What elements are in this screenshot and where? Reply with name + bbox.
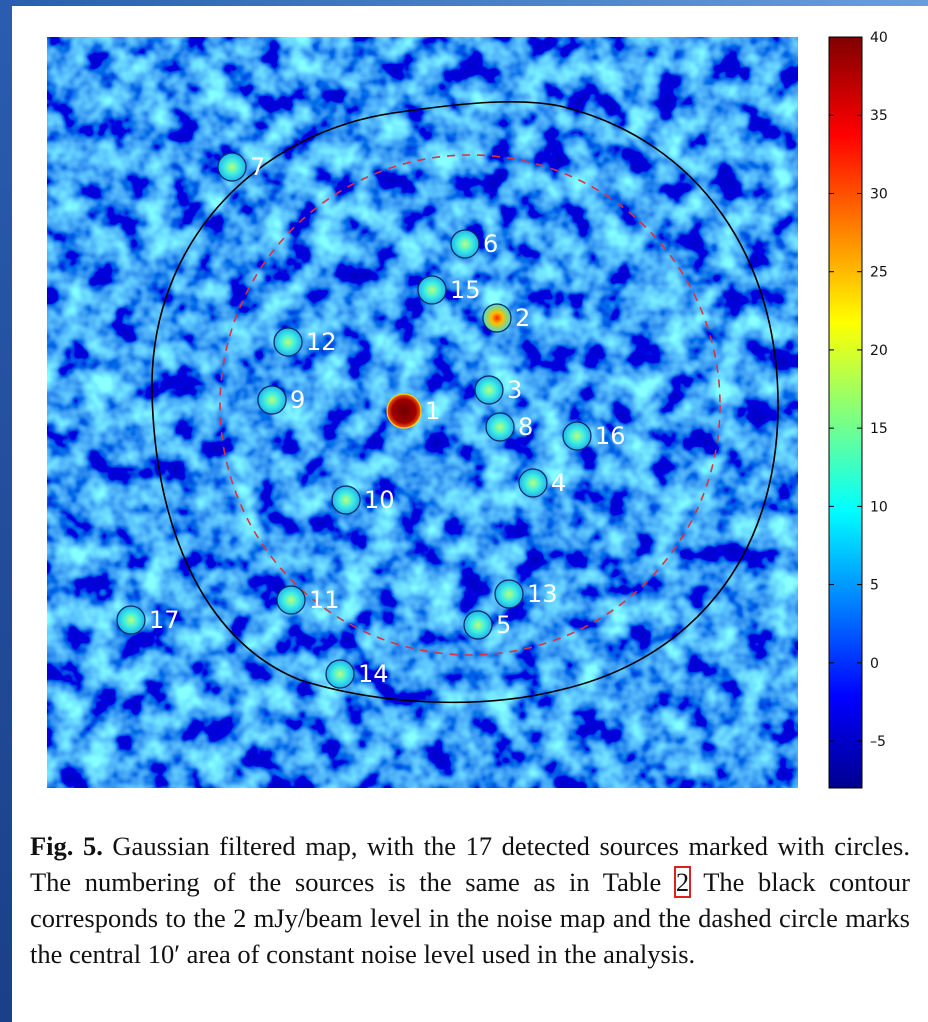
colorbar-tick-label: 30 (870, 186, 888, 202)
source-marker (274, 328, 302, 356)
source-label: 5 (496, 611, 511, 639)
colorbar-tick-label: –5 (870, 734, 886, 750)
source-marker (258, 386, 286, 414)
source-marker (495, 580, 523, 608)
source-marker (277, 586, 305, 614)
source-label: 13 (527, 580, 558, 608)
source-marker (117, 606, 145, 634)
colorbar-tick-label: 35 (870, 108, 888, 124)
source-label: 15 (450, 276, 481, 304)
source-marker (563, 422, 591, 450)
source-label: 16 (595, 422, 626, 450)
colorbar-tick-label: 25 (870, 265, 888, 281)
colorbar-tick-label: 5 (870, 578, 879, 594)
source-label: 17 (149, 606, 180, 634)
caption-label: Fig. 5. (30, 831, 103, 861)
colorbar (829, 37, 862, 788)
source-marker (519, 469, 547, 497)
caption: Fig. 5. Gaussian filtered map, with the … (30, 828, 910, 972)
map-noise (47, 37, 798, 788)
source-marker (486, 413, 514, 441)
source-label: 11 (309, 586, 340, 614)
source-label: 6 (483, 230, 498, 258)
source-label: 8 (518, 413, 533, 441)
source-marker (418, 276, 446, 304)
source-label: 2 (515, 304, 530, 332)
colorbar-tick-label: 40 (870, 30, 888, 46)
table-reference[interactable]: 2 (675, 867, 690, 897)
source-marker (218, 153, 246, 181)
source-marker (387, 394, 421, 428)
source-label: 14 (358, 660, 389, 688)
source-label: 4 (551, 469, 566, 497)
source-label: 10 (364, 486, 395, 514)
source-marker (483, 304, 511, 332)
source-label: 7 (250, 153, 265, 181)
source-label: 9 (290, 386, 305, 414)
colorbar-tick-label: 15 (870, 421, 888, 437)
source-marker (332, 486, 360, 514)
source-label: 3 (507, 376, 522, 404)
colorbar-tick-label: 0 (870, 656, 879, 672)
source-marker (326, 660, 354, 688)
source-label: 1 (425, 397, 440, 425)
page: 1234567891011121314151617 –5051015202530… (0, 0, 928, 1022)
source-label: 12 (306, 328, 337, 356)
colorbar-tick-label: 20 (870, 343, 888, 359)
source-marker (475, 376, 503, 404)
colorbar-tick-label: 10 (870, 499, 888, 515)
source-marker (451, 230, 479, 258)
source-marker (464, 611, 492, 639)
